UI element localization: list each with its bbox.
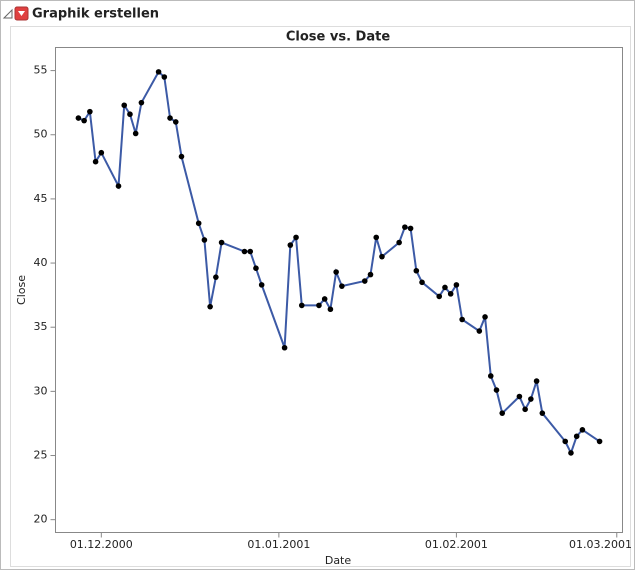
point [127,111,133,118]
y-tick-label: 40 [34,256,48,269]
point [373,234,380,241]
point [178,153,185,160]
point [167,115,173,121]
point [361,278,368,284]
x-axis-label: Date [325,554,352,567]
point [419,279,425,286]
point [81,117,87,124]
point [281,344,288,351]
point [562,438,569,445]
point [155,69,162,75]
point [573,433,580,440]
point [287,242,294,248]
point [195,220,202,227]
point [218,239,225,246]
y-tick-label: 45 [34,192,48,205]
point [447,291,454,297]
point [75,115,82,121]
point [413,267,420,274]
point [487,373,494,379]
point [402,224,408,230]
point [333,269,339,275]
menu-arrow [18,11,25,16]
point [407,225,414,232]
point [98,149,105,156]
point [568,450,574,456]
point [499,410,506,416]
y-tick-label: 55 [34,64,48,77]
point [132,130,139,137]
point [436,293,443,300]
point [516,393,523,400]
point [367,271,374,278]
x-tick-label: 01.03.2001 [569,538,632,551]
point [459,316,465,323]
point [321,296,328,302]
point [207,303,213,310]
chart-title: Close vs. Date [286,30,390,45]
point [453,282,460,288]
x-tick-label: 01.02.2001 [425,538,488,551]
point [172,119,179,125]
y-tick-label: 30 [34,384,48,397]
point [298,302,305,309]
point [201,237,208,243]
point [522,406,528,413]
point [442,284,448,291]
point [339,283,345,289]
point [87,108,93,115]
x-tick-label: 01.01.2001 [247,538,310,551]
point [476,328,483,334]
point [92,158,99,165]
point [121,102,128,109]
point [533,378,540,384]
x-tick-label: 01.12.2000 [70,538,133,551]
point [293,234,299,241]
y-tick-label: 35 [34,320,48,333]
point [241,248,248,255]
point [579,427,586,433]
point [396,239,402,246]
point [161,74,168,80]
chart-frame [10,26,631,567]
y-tick-label: 20 [34,513,48,526]
point [493,387,500,393]
point [213,274,219,280]
point [379,253,385,260]
point [253,265,259,271]
y-tick-label: 25 [34,449,48,462]
point [539,410,546,416]
point [316,302,322,309]
point [482,314,488,320]
point [596,438,603,445]
point [528,396,534,402]
header-title: Graphik erstellen [32,7,159,22]
plot-area [55,47,623,533]
point [247,248,254,255]
point [138,99,145,106]
disclosure-icon[interactable] [2,8,13,19]
y-tick-label: 50 [34,128,48,141]
y-axis-label: Close [15,275,28,305]
point [258,282,265,288]
point [327,306,334,313]
point [115,183,122,189]
